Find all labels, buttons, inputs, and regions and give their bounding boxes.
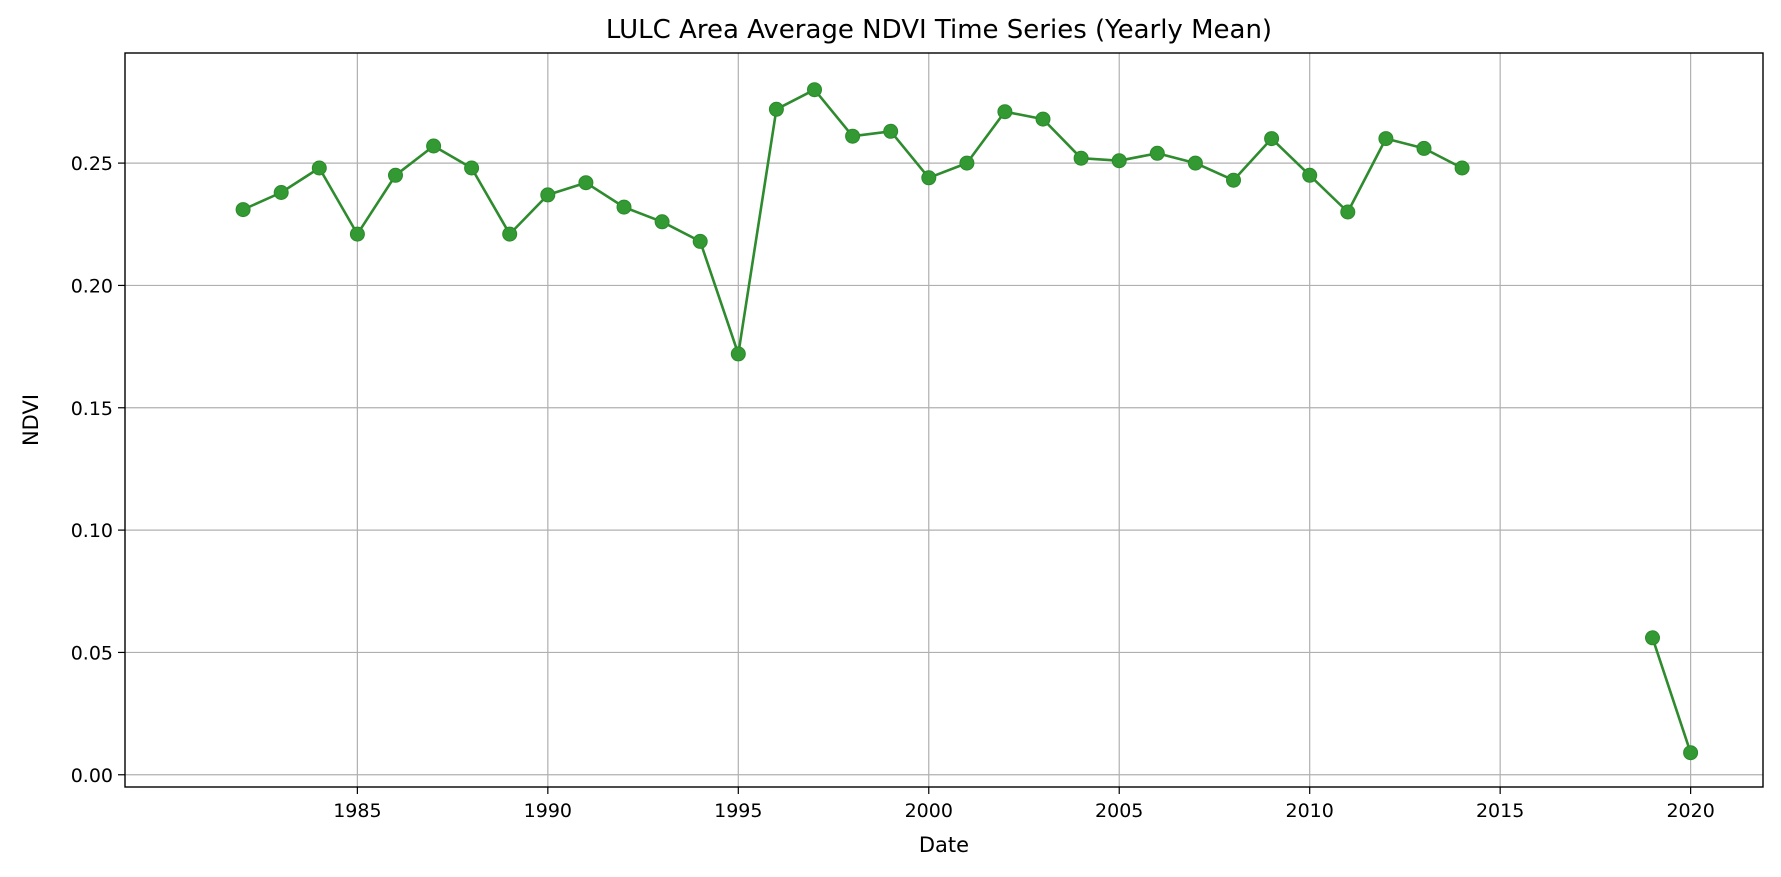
- y-tick-label: 0.10: [71, 520, 113, 542]
- y-axis-label: NDVI: [19, 394, 43, 446]
- x-tick-label: 2015: [1476, 800, 1524, 822]
- x-tick-label: 1995: [714, 800, 762, 822]
- data-point: [1035, 111, 1051, 127]
- data-point: [1454, 160, 1470, 176]
- series-line: [1651, 637, 1692, 754]
- data-point: [1645, 630, 1660, 646]
- data-point: [1073, 150, 1089, 166]
- plot-frame: [124, 52, 1764, 788]
- grid-lines: [125, 53, 1763, 787]
- x-tick-label: 1985: [333, 800, 381, 822]
- data-point: [616, 199, 632, 215]
- x-tick-label: 2000: [905, 800, 953, 822]
- data-point: [921, 170, 937, 186]
- x-tick-label: 2020: [1666, 800, 1714, 822]
- data-point: [1378, 131, 1394, 147]
- y-tick-label: 0.25: [71, 153, 113, 175]
- data-point: [845, 128, 861, 144]
- data-point: [730, 346, 746, 362]
- data-point: [1226, 172, 1241, 188]
- data-point: [997, 104, 1013, 120]
- data-point: [311, 160, 327, 176]
- data-point: [464, 160, 480, 176]
- data-point: [540, 187, 556, 203]
- data-point: [959, 155, 975, 171]
- data-point: [578, 175, 594, 191]
- x-tick-label: 2005: [1095, 800, 1143, 822]
- data-point: [654, 214, 670, 230]
- y-tick-label: 0.00: [71, 765, 113, 787]
- data-point: [1187, 155, 1203, 171]
- y-tick-label: 0.05: [71, 642, 113, 664]
- data-point: [388, 167, 403, 183]
- axis-ticks: 1985 1990 1995 2000 2005 2010 2015 2020 0.00 0.05…: [71, 153, 1715, 822]
- data-point: [807, 82, 822, 98]
- data-point: [1111, 153, 1127, 169]
- x-tick-label: 2010: [1286, 800, 1334, 822]
- data-point: [1416, 140, 1432, 156]
- y-tick-label: 0.20: [71, 275, 113, 297]
- data-point: [692, 233, 708, 249]
- x-axis-label: Date: [919, 833, 969, 857]
- data-point: [502, 226, 518, 242]
- data-point: [1683, 745, 1699, 761]
- data-point: [1149, 145, 1165, 161]
- data-point: [883, 123, 899, 139]
- y-tick-label: 0.15: [71, 398, 113, 420]
- data-point: [1302, 167, 1318, 183]
- data-point: [273, 185, 289, 200]
- chart-title: LULC Area Average NDVI Time Series (Year…: [606, 15, 1272, 45]
- data-point: [235, 202, 251, 218]
- data-point: [1340, 204, 1356, 220]
- data-point: [1264, 131, 1280, 147]
- data-point: [768, 101, 784, 117]
- data-point: [426, 138, 442, 154]
- data-point: [349, 226, 365, 242]
- series-layer: [235, 82, 1699, 761]
- x-tick-label: 1990: [524, 800, 572, 822]
